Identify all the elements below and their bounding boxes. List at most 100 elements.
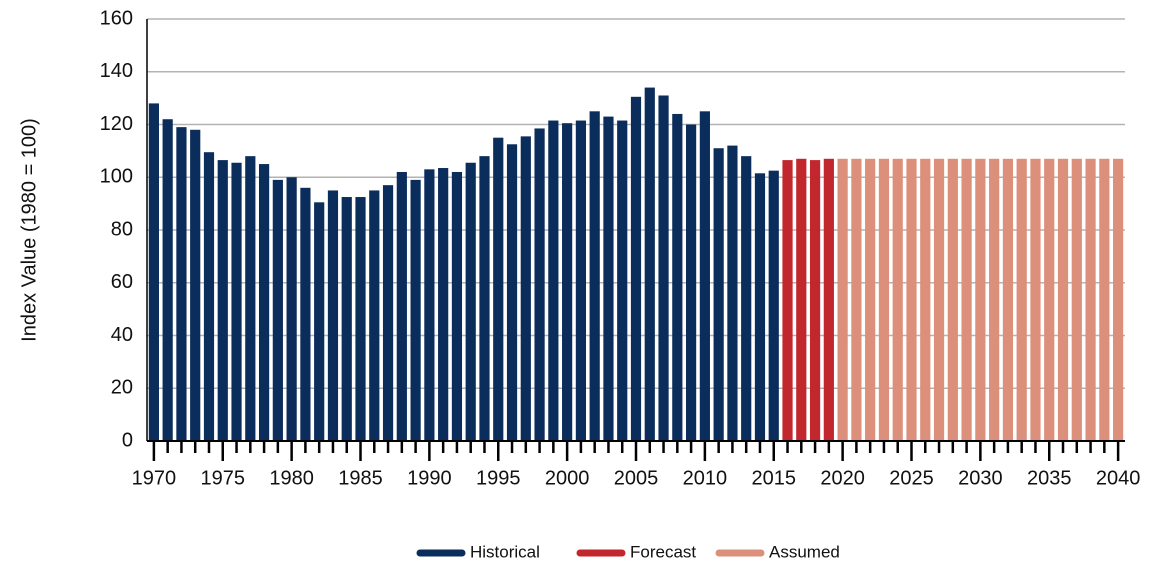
- bar: [300, 187, 311, 441]
- bar: [851, 158, 862, 441]
- x-tick-label: 2040: [1096, 467, 1141, 489]
- x-tick-label: 2010: [683, 467, 728, 489]
- legend-label: Assumed: [769, 542, 840, 561]
- x-tick-label: 1990: [407, 467, 452, 489]
- bar: [754, 173, 766, 441]
- bar: [327, 190, 339, 441]
- bar: [878, 158, 890, 441]
- bar: [245, 156, 256, 441]
- bar: [658, 95, 669, 442]
- bar: [837, 158, 848, 441]
- bar: [424, 169, 435, 441]
- bar: [396, 171, 407, 441]
- bar: [231, 162, 242, 441]
- bar: [644, 87, 655, 441]
- bar: [217, 160, 228, 441]
- bar: [272, 179, 283, 441]
- bar: [989, 158, 1000, 441]
- bar: [314, 202, 325, 441]
- bar: [465, 162, 476, 441]
- bar: [741, 156, 752, 441]
- bar: [713, 148, 724, 442]
- bar: [410, 179, 421, 441]
- bar: [1057, 158, 1069, 441]
- y-tick-label: 60: [111, 271, 133, 293]
- y-tick-label: 0: [122, 429, 133, 451]
- bar: [479, 156, 490, 441]
- bar: [369, 190, 380, 441]
- x-tick-label: 1980: [269, 467, 314, 489]
- bar: [809, 160, 821, 441]
- y-axis-label: Index Value (1980 = 100): [18, 118, 40, 342]
- bar: [727, 145, 738, 441]
- bar: [1071, 158, 1082, 441]
- bar: [892, 158, 903, 441]
- bar: [520, 136, 531, 441]
- bar: [575, 120, 586, 441]
- bar: [1085, 158, 1096, 441]
- bar: [451, 171, 463, 441]
- bar: [286, 177, 297, 441]
- bar: [203, 152, 215, 441]
- bar: [589, 111, 600, 441]
- y-tick-label: 160: [100, 7, 133, 29]
- legend-label: Historical: [470, 542, 540, 561]
- bar: [493, 137, 504, 441]
- bar: [782, 160, 793, 441]
- bar: [617, 120, 628, 441]
- bar: [906, 158, 917, 441]
- legend-label: Forecast: [630, 542, 696, 561]
- x-tick-label: 2020: [820, 467, 865, 489]
- bar: [947, 158, 958, 441]
- bar: [148, 103, 159, 442]
- x-tick-label: 1970: [132, 467, 177, 489]
- bar: [258, 164, 270, 441]
- bar: [1016, 158, 1027, 441]
- bar: [1044, 158, 1055, 441]
- bar: [920, 158, 931, 441]
- bar: [355, 197, 366, 441]
- bar: [506, 144, 518, 441]
- bar: [562, 123, 573, 442]
- bar: [438, 168, 449, 442]
- bar: [176, 127, 187, 441]
- y-tick-label: 120: [100, 113, 133, 135]
- bar: [686, 124, 697, 441]
- bar: [1099, 158, 1110, 441]
- x-tick-label: 1975: [201, 467, 246, 489]
- y-tick-label: 100: [100, 166, 133, 188]
- x-tick-label: 2005: [614, 467, 659, 489]
- x-tick-label: 2000: [545, 467, 590, 489]
- bar: [768, 170, 779, 441]
- x-tick-label: 1995: [476, 467, 521, 489]
- bar: [672, 113, 683, 441]
- x-tick-label: 2015: [751, 467, 796, 489]
- y-tick-label: 40: [111, 324, 133, 346]
- bar: [1113, 158, 1124, 441]
- bar: [190, 129, 201, 441]
- bar: [382, 185, 394, 441]
- bar: [975, 158, 986, 441]
- bar: [603, 116, 614, 442]
- bar: [961, 158, 972, 441]
- bar: [534, 128, 545, 442]
- bar: [865, 158, 876, 441]
- x-tick-label: 1985: [338, 467, 383, 489]
- x-tick-label: 2030: [958, 467, 1003, 489]
- bar: [162, 119, 173, 441]
- y-tick-label: 80: [111, 218, 133, 240]
- bar: [1002, 158, 1014, 441]
- bar: [823, 158, 834, 441]
- bar: [933, 158, 945, 441]
- bar: [341, 197, 352, 441]
- x-tick-label: 2025: [889, 467, 934, 489]
- bar: [699, 111, 710, 441]
- x-tick-label: 2035: [1027, 467, 1072, 489]
- bar: [548, 120, 559, 441]
- bar: [796, 158, 807, 441]
- y-tick-label: 140: [100, 60, 133, 82]
- bar: [1030, 158, 1041, 441]
- y-tick-label: 20: [111, 377, 133, 399]
- bar: [630, 96, 642, 442]
